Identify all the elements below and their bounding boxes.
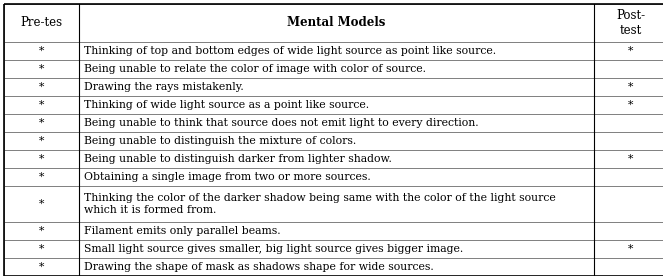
Text: *: *	[628, 154, 633, 164]
Bar	[79, 240, 594, 258]
Bar	[594, 258, 663, 276]
Bar	[4, 114, 79, 132]
Bar	[4, 78, 79, 96]
Text: Drawing the rays mistakenly.: Drawing the rays mistakenly.	[84, 82, 244, 92]
Text: *: *	[39, 244, 44, 254]
Text: *: *	[39, 118, 44, 128]
Text: Being unable to think that source does not emit light to every direction.: Being unable to think that source does n…	[84, 118, 479, 128]
Text: *: *	[39, 46, 44, 56]
Text: Being unable to relate the color of image with color of source.: Being unable to relate the color of imag…	[84, 64, 426, 74]
Bar	[79, 132, 594, 150]
Text: Post-
test: Post- test	[616, 9, 645, 37]
Bar	[4, 258, 79, 276]
Bar	[4, 4, 79, 42]
Text: Filament emits only parallel beams.: Filament emits only parallel beams.	[84, 226, 280, 236]
Bar	[594, 114, 663, 132]
Bar	[4, 186, 79, 222]
Text: *: *	[39, 136, 44, 146]
Text: *: *	[628, 100, 633, 110]
Text: *: *	[628, 244, 633, 254]
Bar	[79, 258, 594, 276]
Bar	[594, 186, 663, 222]
Bar	[594, 132, 663, 150]
Text: *: *	[628, 82, 633, 92]
Bar	[4, 150, 79, 168]
Bar	[594, 96, 663, 114]
Bar	[79, 186, 594, 222]
Bar	[79, 222, 594, 240]
Text: *: *	[628, 46, 633, 56]
Bar	[594, 168, 663, 186]
Bar	[594, 78, 663, 96]
Text: Thinking of top and bottom edges of wide light source as point like source.: Thinking of top and bottom edges of wide…	[84, 46, 496, 56]
Text: Being unable to distinguish darker from lighter shadow.: Being unable to distinguish darker from …	[84, 154, 392, 164]
Text: *: *	[39, 82, 44, 92]
Text: Obtaining a single image from two or more sources.: Obtaining a single image from two or mor…	[84, 172, 371, 182]
Text: *: *	[39, 226, 44, 236]
Text: *: *	[39, 64, 44, 74]
Bar	[79, 60, 594, 78]
Text: Being unable to distinguish the mixture of colors.: Being unable to distinguish the mixture …	[84, 136, 356, 146]
Bar	[594, 60, 663, 78]
Bar	[4, 240, 79, 258]
Bar	[594, 4, 663, 42]
Bar	[4, 168, 79, 186]
Bar	[4, 60, 79, 78]
Bar	[79, 78, 594, 96]
Bar	[79, 168, 594, 186]
Text: Mental Models: Mental Models	[287, 17, 386, 30]
Text: *: *	[39, 172, 44, 182]
Bar	[79, 150, 594, 168]
Bar	[594, 150, 663, 168]
Bar	[594, 240, 663, 258]
Text: *: *	[39, 262, 44, 272]
Text: Thinking of wide light source as a point like source.: Thinking of wide light source as a point…	[84, 100, 369, 110]
Bar	[79, 42, 594, 60]
Bar	[4, 222, 79, 240]
Bar	[79, 4, 594, 42]
Bar	[4, 132, 79, 150]
Text: Pre-tes: Pre-tes	[21, 17, 62, 30]
Bar	[594, 42, 663, 60]
Text: Small light source gives smaller, big light source gives bigger image.: Small light source gives smaller, big li…	[84, 244, 463, 254]
Text: *: *	[39, 154, 44, 164]
Bar	[4, 42, 79, 60]
Text: Thinking the color of the darker shadow being same with the color of the light s: Thinking the color of the darker shadow …	[84, 193, 556, 215]
Bar	[79, 114, 594, 132]
Text: *: *	[39, 199, 44, 209]
Text: Drawing the shape of mask as shadows shape for wide sources.: Drawing the shape of mask as shadows sha…	[84, 262, 434, 272]
Bar	[4, 96, 79, 114]
Text: *: *	[39, 100, 44, 110]
Bar	[79, 96, 594, 114]
Bar	[594, 222, 663, 240]
